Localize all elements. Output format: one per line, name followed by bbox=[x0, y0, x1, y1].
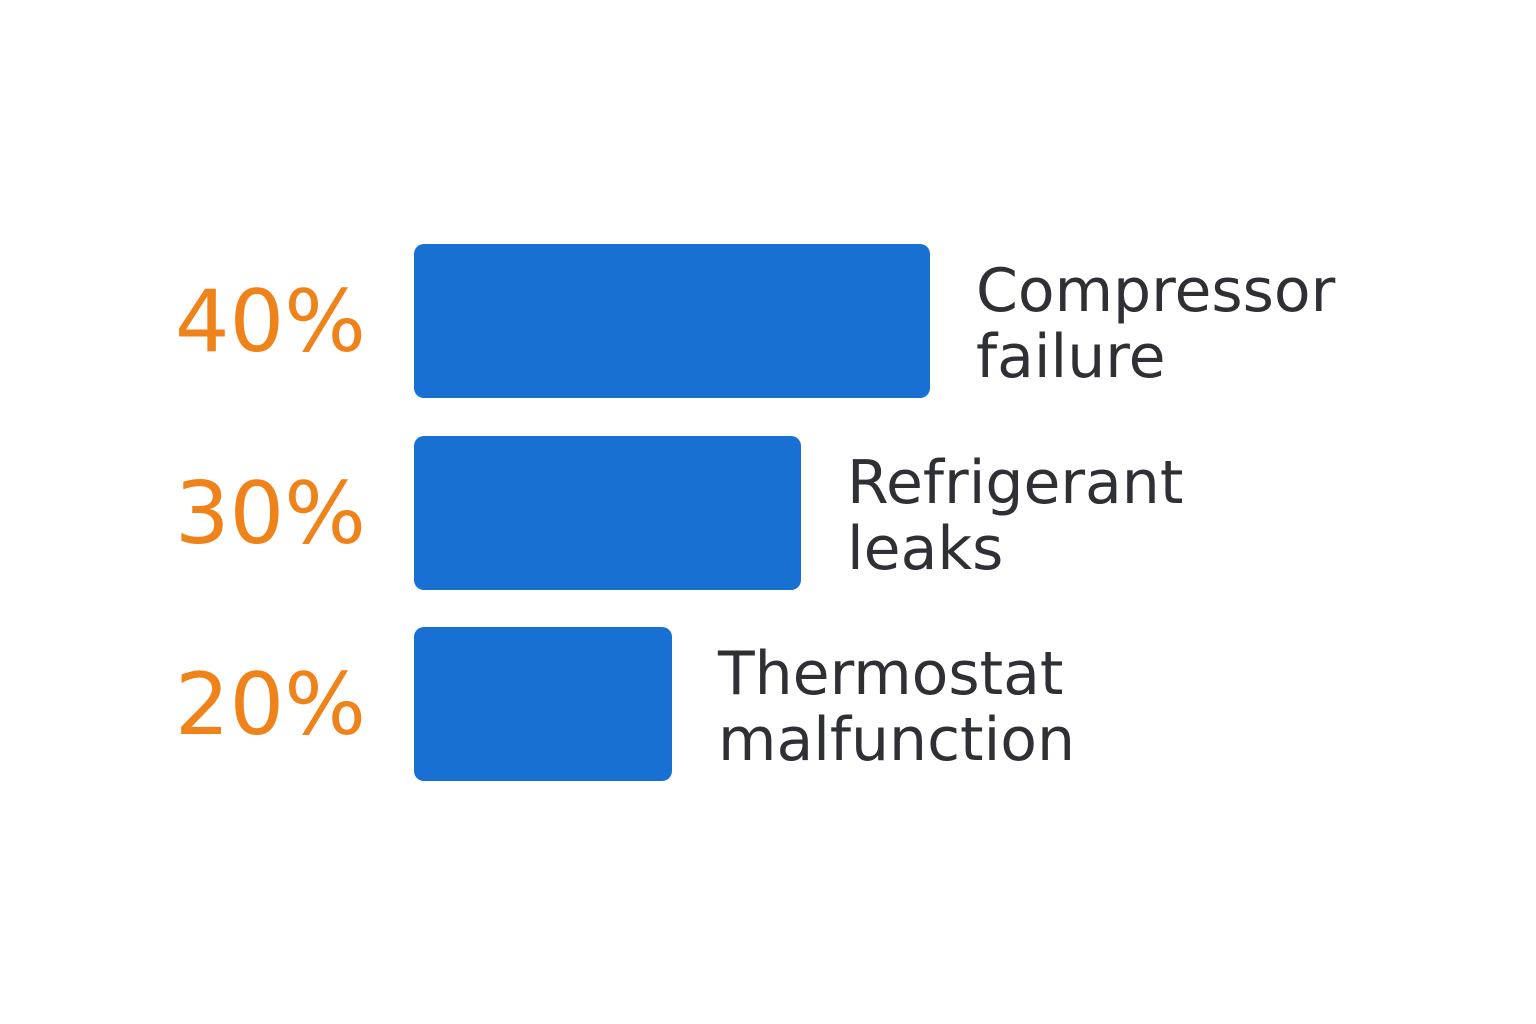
bar-rows: 40% Compressor failure 30% Refrigerant leaks 2… bbox=[175, 244, 1336, 781]
value-label-3: 20% bbox=[175, 655, 366, 755]
category-label-3: Thermostat malfunction bbox=[717, 639, 1075, 775]
bar-1 bbox=[414, 244, 930, 398]
category-label-line: failure bbox=[976, 322, 1166, 392]
value-label-2: 30% bbox=[175, 464, 366, 564]
category-label-2: Refrigerant leaks bbox=[847, 448, 1183, 584]
category-label-line: Refrigerant bbox=[847, 448, 1183, 518]
category-label-line: Thermostat bbox=[717, 639, 1063, 709]
category-label-line: Compressor bbox=[976, 256, 1336, 326]
category-label-line: malfunction bbox=[718, 705, 1075, 775]
category-label-1: Compressor failure bbox=[976, 256, 1336, 392]
bar-3 bbox=[414, 627, 672, 781]
category-label-line: leaks bbox=[847, 514, 1003, 584]
bar-2 bbox=[414, 436, 801, 590]
value-label-1: 40% bbox=[175, 272, 366, 372]
